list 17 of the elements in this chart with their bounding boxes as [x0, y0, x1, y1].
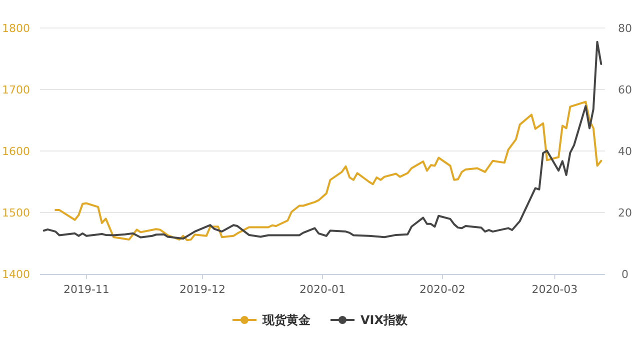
xtick: 2019-12 [180, 283, 226, 296]
xtick: 2020-02 [419, 283, 466, 296]
ytick: 1600 [2, 145, 30, 158]
y2tick: 80 [618, 22, 632, 35]
ytick: 1500 [2, 206, 30, 220]
y2tick: 40 [618, 145, 632, 158]
xtick: 2019-11 [63, 283, 110, 296]
legend-label: VIX指数 [360, 313, 408, 327]
ytick: 1800 [2, 22, 30, 35]
y2tick: 60 [618, 84, 632, 96]
legend-label: 现货黄金 [261, 313, 312, 327]
xtick: 2020-01 [300, 283, 346, 296]
ytick: 1400 [2, 268, 30, 281]
y2tick: 20 [618, 206, 632, 220]
ytick: 1700 [2, 84, 30, 96]
xtick: 2020-03 [532, 283, 578, 296]
y2tick: 0 [622, 268, 628, 281]
